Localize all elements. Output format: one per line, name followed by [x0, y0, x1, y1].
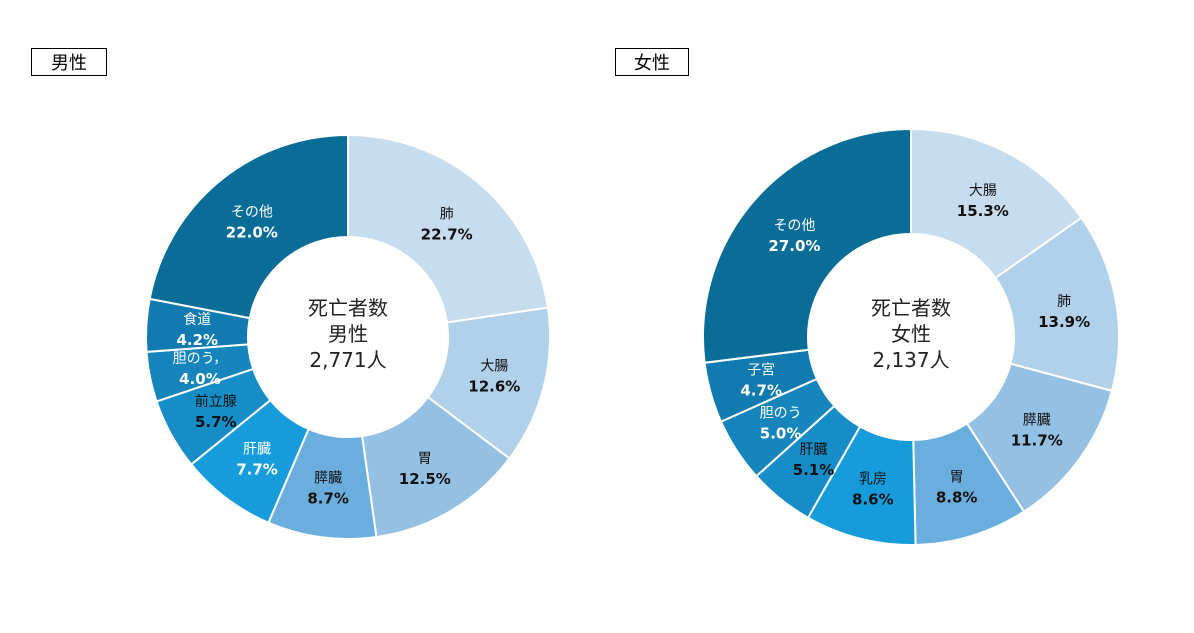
male-slice-label-5: 前立腺 — [195, 393, 237, 410]
female-slice-label-6: 胆のう — [760, 406, 802, 422]
male-slice-8 — [148, 133, 349, 320]
female-slice-8 — [702, 127, 912, 364]
female-center-line-1: 女性 — [891, 322, 931, 346]
male-slice-label-0: 肺 — [440, 207, 454, 223]
male-slice-value-1: 12.6% — [468, 377, 520, 395]
male-slice-value-5: 5.7% — [195, 413, 237, 431]
female-slice-value-7: 4.7% — [740, 382, 782, 400]
female-center-line-0: 死亡者数 — [871, 296, 951, 320]
female-slice-label-2: 膵臓 — [1023, 413, 1051, 429]
male-center-line-0: 死亡者数 — [308, 296, 388, 320]
male-slice-label-3: 膵臓 — [314, 471, 342, 487]
female-chart-title: 女性 — [615, 48, 689, 76]
female-slice-label-1: 肺 — [1057, 294, 1071, 310]
male-slice-label-4: 肝臓 — [243, 442, 271, 458]
female-donut-chart: 大腸 15.3% 肺 13.9% 膵臓 11.7% 胃 8.8% 乳房 8.6% 肝臓 5.1% 胆のう… — [702, 127, 1120, 546]
female-center-line-2: 2,137人 — [872, 348, 949, 372]
male-center-line-2: 2,771人 — [309, 348, 386, 372]
male-slice-value-7: 4.2% — [176, 331, 218, 349]
male-slice-label-7: 食道 — [183, 311, 211, 328]
male-slice-value-3: 8.7% — [307, 490, 349, 508]
male-center-line-1: 男性 — [328, 322, 368, 346]
female-slice-value-5: 5.1% — [793, 461, 835, 479]
female-slice-value-8: 27.0% — [768, 237, 820, 255]
male-slice-label-6: 胆のう， — [173, 351, 228, 367]
female-slice-label-7: 子宮 — [747, 363, 775, 379]
male-chart-title: 男性 — [31, 48, 107, 76]
female-slice-value-1: 13.9% — [1038, 313, 1090, 331]
female-slice-value-6: 5.0% — [760, 425, 802, 443]
male-slice-value-2: 12.5% — [399, 470, 451, 488]
female-slice-label-4: 乳房 — [859, 472, 887, 488]
male-slice-label-2: 胃 — [418, 451, 432, 467]
female-slice-value-3: 8.8% — [936, 489, 978, 507]
female-slice-label-0: 大腸 — [969, 183, 997, 199]
female-slice-label-8: その他 — [773, 218, 815, 234]
male-slice-0 — [347, 133, 549, 324]
female-slice-value-2: 11.7% — [1011, 432, 1063, 450]
female-slice-0 — [910, 127, 1083, 280]
female-slice-value-4: 8.6% — [852, 491, 894, 509]
female-slice-1 — [994, 216, 1120, 393]
female-slice-value-0: 15.3% — [957, 202, 1009, 220]
female-slice-label-5: 肝臓 — [799, 442, 827, 458]
male-slice-value-4: 7.7% — [236, 461, 278, 479]
male-slice-value-6: 4.0% — [179, 370, 221, 388]
male-slice-label-8: その他 — [231, 205, 273, 221]
female-slice-label-3: 胃 — [950, 470, 964, 486]
male-donut-chart: 肺 22.7% 大腸 12.6% 胃 12.5% 膵臓 8.7% 肝臓 7.7% 前立腺 5.7% 胆の… — [145, 133, 551, 540]
male-slice-value-0: 22.7% — [421, 226, 473, 244]
male-slice-value-8: 22.0% — [226, 224, 278, 242]
male-slice-label-1: 大腸 — [480, 358, 508, 374]
